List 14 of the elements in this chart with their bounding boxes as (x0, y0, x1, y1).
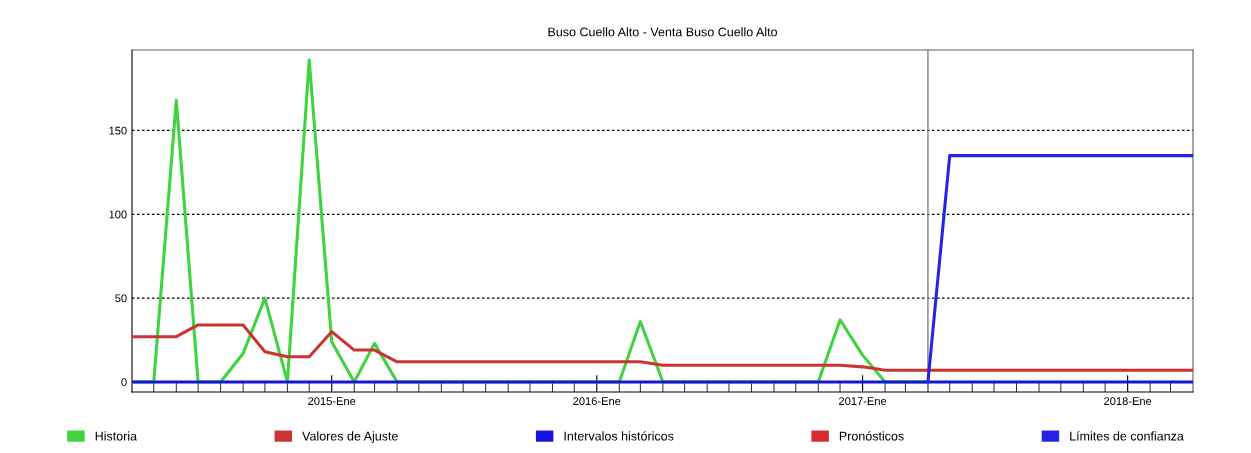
y-tick-label: 50 (115, 294, 127, 303)
x-tick-label: 2018-Ene (1104, 397, 1152, 406)
legend-label: Valores de Ajuste (302, 431, 398, 443)
y-tick-label: 0 (121, 378, 127, 387)
x-tick-label: 2015-Ene (308, 397, 356, 406)
legend-label: Límites de confianza (1070, 431, 1184, 441)
legend-label: Pronósticos (839, 431, 904, 441)
chart-title: Buso Cuello Alto - Venta Buso Cuello Alto (548, 27, 777, 37)
x-tick-label: 2017-Ene (839, 397, 887, 406)
x-tick-label: 2016-Ene (573, 397, 621, 406)
legend-label: Intervalos históricos (564, 431, 674, 441)
y-tick-label: 100 (109, 210, 127, 219)
y-tick-label: 150 (109, 126, 127, 135)
legend-label: Historia (95, 431, 138, 441)
